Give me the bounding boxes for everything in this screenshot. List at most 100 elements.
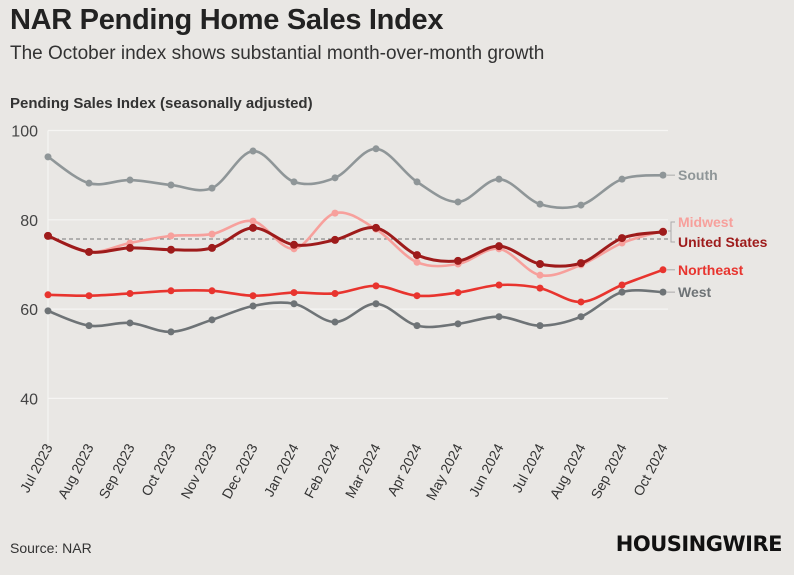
data-point-south xyxy=(454,198,462,206)
x-tick-label: Mar 2024 xyxy=(342,441,384,501)
x-tick-label: Jun 2024 xyxy=(465,441,506,500)
data-point-south xyxy=(249,147,257,155)
series-line-northeast xyxy=(47,268,664,304)
chart-title: NAR Pending Home Sales Index xyxy=(10,4,444,36)
series-south: South xyxy=(44,145,718,210)
data-point-south xyxy=(659,171,667,179)
data-point-south xyxy=(167,181,175,189)
data-point-united-states xyxy=(85,247,93,256)
x-tick-label: Aug 2023 xyxy=(54,441,96,502)
x-tick-label: Oct 2024 xyxy=(630,441,671,499)
x-tick-label: Jul 2023 xyxy=(17,441,56,495)
x-tick-label: Oct 2023 xyxy=(138,441,179,499)
data-point-united-states xyxy=(126,243,134,252)
data-point-west xyxy=(208,316,216,324)
data-point-united-states xyxy=(208,243,216,252)
data-point-united-states xyxy=(167,245,175,254)
data-point-northeast xyxy=(618,281,626,289)
data-point-united-states xyxy=(536,260,544,269)
x-tick-label: Jan 2024 xyxy=(260,441,301,500)
data-point-northeast xyxy=(331,289,339,297)
data-point-northeast xyxy=(454,289,462,297)
data-point-west xyxy=(618,288,626,296)
data-point-northeast xyxy=(413,292,421,300)
series-label-midwest: Midwest xyxy=(678,214,734,230)
data-point-south xyxy=(577,201,585,209)
data-point-west xyxy=(536,322,544,330)
data-point-northeast xyxy=(495,281,503,289)
housingwire-logo: HOUSINGWIRE xyxy=(615,532,783,556)
data-point-south xyxy=(331,174,339,182)
x-tick-label: Aug 2024 xyxy=(546,441,588,502)
data-point-west xyxy=(126,319,134,327)
data-point-northeast xyxy=(290,289,298,297)
data-point-west xyxy=(85,322,93,330)
data-point-west xyxy=(44,307,52,315)
series-line-midwest xyxy=(47,211,664,278)
data-point-south xyxy=(495,175,503,183)
data-point-northeast xyxy=(577,298,585,306)
x-tick-label: Sep 2024 xyxy=(587,441,629,502)
data-point-northeast xyxy=(126,289,134,297)
data-point-west xyxy=(249,302,257,310)
label-bracket xyxy=(668,221,675,243)
y-tick-label: 60 xyxy=(20,302,38,319)
data-point-west xyxy=(495,313,503,321)
data-point-united-states xyxy=(372,223,380,232)
data-point-united-states xyxy=(44,231,52,240)
data-point-united-states xyxy=(495,242,503,251)
data-point-northeast xyxy=(372,282,380,290)
series-label-northeast: Northeast xyxy=(678,262,744,278)
x-tick-label: Dec 2023 xyxy=(218,441,260,502)
data-point-united-states xyxy=(454,256,462,265)
data-point-northeast xyxy=(536,284,544,292)
data-point-west xyxy=(413,322,421,330)
data-point-midwest xyxy=(331,209,339,217)
series-line-west xyxy=(47,289,664,334)
data-point-south xyxy=(290,178,298,186)
data-point-northeast xyxy=(249,292,257,300)
y-axis-label: Pending Sales Index (seasonally adjusted… xyxy=(10,95,313,112)
data-point-south xyxy=(536,200,544,208)
x-tick-label: Feb 2024 xyxy=(301,441,343,501)
series-line-united-states xyxy=(47,226,664,268)
x-tick-label: May 2024 xyxy=(423,441,466,503)
data-point-west xyxy=(331,318,339,326)
data-point-northeast xyxy=(659,266,667,274)
data-point-united-states xyxy=(249,223,257,232)
series-label-united-states: United States xyxy=(678,234,768,250)
y-tick-label: 100 xyxy=(11,124,38,141)
data-point-south xyxy=(85,179,93,187)
series-label-south: South xyxy=(678,167,718,183)
data-point-south xyxy=(44,153,52,161)
data-point-west xyxy=(454,320,462,328)
data-point-south xyxy=(413,178,421,186)
data-point-northeast xyxy=(167,287,175,295)
x-tick-label: Sep 2023 xyxy=(95,441,137,502)
data-point-south xyxy=(208,184,216,192)
data-point-united-states xyxy=(331,235,339,244)
chart-subtitle: The October index shows substantial mont… xyxy=(10,43,545,64)
data-point-west xyxy=(167,328,175,336)
data-point-northeast xyxy=(44,291,52,299)
data-point-west xyxy=(577,313,585,321)
data-point-west xyxy=(372,300,380,308)
x-tick-label: Nov 2023 xyxy=(177,441,219,502)
data-point-west xyxy=(659,288,667,296)
data-point-west xyxy=(290,300,298,308)
source-note: Source: NAR xyxy=(10,540,92,556)
series-line-south xyxy=(47,147,664,210)
data-point-northeast xyxy=(85,292,93,300)
series-northeast: Northeast xyxy=(44,262,744,306)
series-label-west: West xyxy=(678,284,712,300)
x-tick-label: Jul 2024 xyxy=(509,441,548,495)
data-point-midwest xyxy=(249,217,257,225)
series-united-states: United States xyxy=(44,223,768,269)
data-point-midwest xyxy=(167,232,175,240)
series-west: West xyxy=(44,284,712,336)
data-point-midwest xyxy=(208,230,216,238)
data-point-midwest xyxy=(536,271,544,279)
y-tick-label: 40 xyxy=(20,391,38,408)
data-point-midwest xyxy=(413,258,421,266)
